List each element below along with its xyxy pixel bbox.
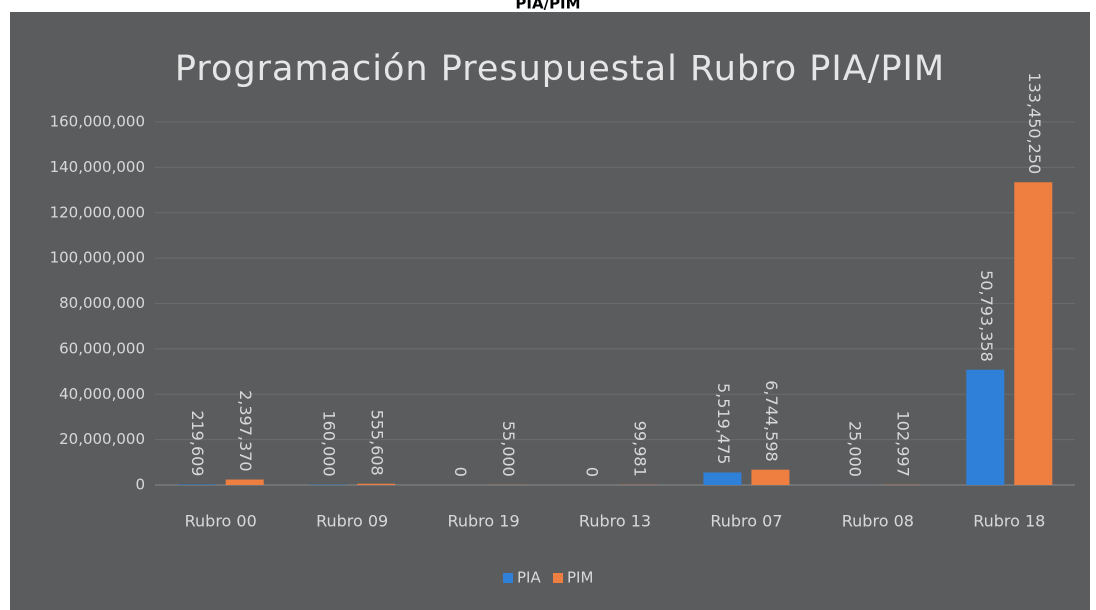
x-tick-label: Rubro 07 — [710, 512, 782, 531]
data-label: 5,519,475 — [714, 383, 733, 464]
data-label: 0 — [451, 467, 470, 477]
x-tick-label: Rubro 19 — [447, 512, 519, 531]
legend-swatch — [503, 573, 513, 583]
y-tick-label: 0 — [135, 476, 145, 494]
caption: PIA/PIM — [515, 0, 580, 13]
y-tick-label: 120,000,000 — [50, 203, 145, 221]
x-tick-label: Rubro 18 — [973, 512, 1045, 531]
bar — [1014, 182, 1053, 485]
x-tick-label: Rubro 00 — [185, 512, 257, 531]
y-tick-label: 100,000,000 — [50, 249, 145, 267]
y-tick-label: 20,000,000 — [59, 430, 145, 448]
x-tick-label: Rubro 09 — [316, 512, 388, 531]
y-tick-label: 160,000,000 — [50, 113, 145, 131]
data-label: 0 — [583, 467, 602, 477]
data-label: 555,608 — [368, 410, 387, 476]
y-tick-label: 40,000,000 — [59, 385, 145, 403]
legend-label: PIA — [517, 569, 541, 587]
bar — [966, 369, 1005, 485]
data-label: 50,793,358 — [977, 270, 996, 362]
y-tick-label: 80,000,000 — [59, 294, 145, 312]
x-tick-label: Rubro 08 — [842, 512, 914, 531]
data-label: 99,981 — [631, 421, 650, 477]
bar — [703, 472, 742, 485]
y-tick-label: 140,000,000 — [50, 158, 145, 176]
bar — [751, 469, 790, 485]
data-label: 160,000 — [320, 410, 339, 476]
y-tick-label: 60,000,000 — [59, 339, 145, 357]
data-label: 2,397,370 — [236, 390, 255, 471]
legend-label: PIM — [567, 569, 593, 587]
bar — [357, 483, 396, 485]
chart-title: Programación Presupuestal Rubro PIA/PIM — [175, 49, 945, 89]
data-label: 219,609 — [188, 410, 207, 476]
legend-swatch — [553, 573, 563, 583]
x-tick-label: Rubro 13 — [579, 512, 651, 531]
data-label: 6,744,598 — [762, 380, 781, 461]
data-label: 25,000 — [845, 421, 864, 477]
data-label: 102,997 — [893, 411, 912, 477]
data-label: 133,450,250 — [1025, 72, 1044, 174]
bar — [225, 479, 264, 485]
data-label: 55,000 — [499, 421, 518, 477]
chart-background — [10, 12, 1090, 610]
